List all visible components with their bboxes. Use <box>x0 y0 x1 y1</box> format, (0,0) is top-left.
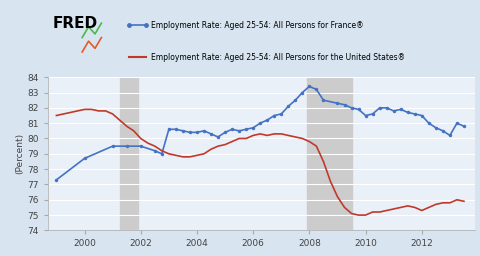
Bar <box>307 77 351 230</box>
Text: Employment Rate: Aged 25-54: All Persons for the United States®: Employment Rate: Aged 25-54: All Persons… <box>151 52 405 61</box>
Bar <box>120 77 139 230</box>
Text: Employment Rate: Aged 25-54: All Persons for France®: Employment Rate: Aged 25-54: All Persons… <box>151 21 363 30</box>
Y-axis label: (Percent): (Percent) <box>16 133 24 174</box>
Text: FRED: FRED <box>52 16 97 31</box>
